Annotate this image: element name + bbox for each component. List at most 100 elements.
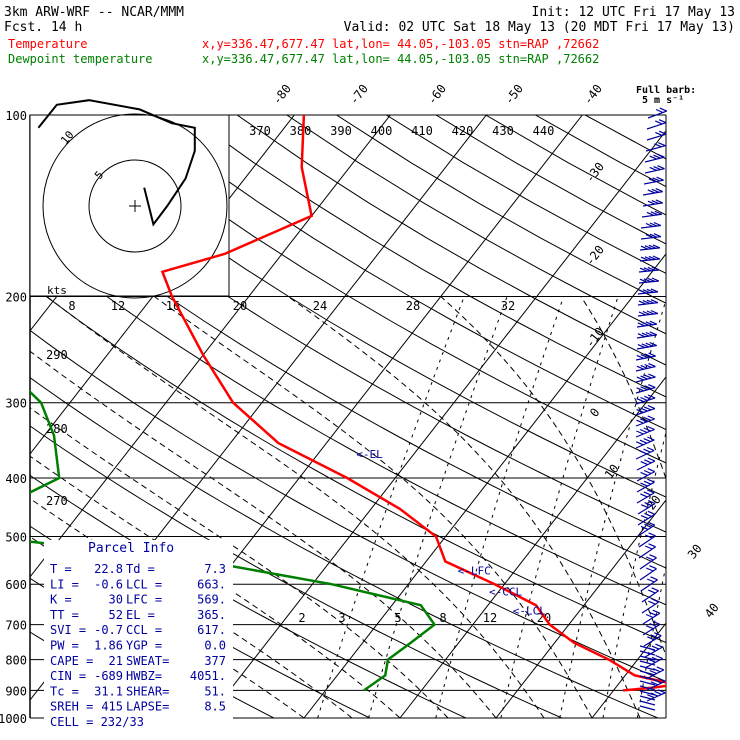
wind-barb-flag [640, 375, 648, 380]
wind-barb-flag [653, 154, 661, 159]
wind-barb-flag [649, 233, 658, 238]
wind-barb-flag [655, 654, 663, 660]
dewpoint-info: x,y=336.47,677.47 lat,lon= 44.05,-103.05… [202, 52, 599, 66]
wind-barb-flag [647, 636, 655, 641]
wind-barb-flag [641, 332, 650, 337]
wind-barb [635, 387, 656, 394]
wind-barb-flag [640, 407, 648, 412]
wind-barb-flag [655, 643, 663, 648]
wind-barb-flag [641, 343, 650, 348]
wind-barb-flag [646, 310, 655, 315]
wind-barb-flag [652, 255, 661, 260]
wind-barb-flag [650, 299, 659, 304]
wind-barb-flag [640, 354, 649, 359]
wind-barb-flag [646, 211, 655, 216]
wind-barb-flag [640, 515, 649, 520]
parcel-info-cell: 8.5 [204, 700, 226, 714]
isotherm-label: -10 [583, 325, 607, 351]
dry-adiabat [286, 115, 666, 335]
wind-barb-flag [648, 244, 657, 249]
wind-barb-flag [645, 331, 654, 337]
wind-barb-flag [648, 532, 656, 537]
wind-barb [636, 471, 655, 482]
wind-barb-flag [653, 632, 662, 637]
dry-adiabat [187, 115, 666, 398]
parcel-info-cell: 377 [204, 654, 226, 668]
wind-barb [635, 439, 655, 449]
wind-barb [638, 269, 659, 273]
wind-barb-flag [649, 554, 657, 559]
wind-barb-flag [651, 656, 660, 661]
dewpoint-legend: Dewpoint temperature [8, 52, 153, 66]
wind-barb-flag [636, 365, 645, 370]
wind-barb-flag [636, 441, 644, 446]
mixing-ratio-label: 5 [394, 611, 401, 625]
wind-barb [635, 408, 656, 416]
wind-barb [635, 428, 655, 438]
wind-barb-flag [647, 694, 655, 699]
wind-barb-flag [644, 523, 652, 528]
dry-adiabat [37, 115, 666, 498]
wind-barb-flag [650, 288, 659, 293]
wind-barb-flag [644, 545, 653, 550]
wind-barb [639, 650, 656, 656]
dry-adiabat [30, 283, 666, 644]
parcel-info-cell: 30 [109, 593, 123, 607]
isotherm-label: 30 [685, 542, 705, 562]
wind-barb [644, 168, 665, 174]
wind-barb [646, 133, 667, 141]
wind-barb-flag [647, 415, 655, 420]
wind-barb-flag [644, 245, 653, 250]
wind-barb [646, 122, 667, 130]
wind-barb [639, 557, 657, 570]
wind-barb-flag [643, 491, 652, 496]
wind-barb [639, 660, 656, 666]
wind-barb [642, 191, 663, 196]
wind-barb-flag [644, 512, 652, 517]
wind-barb-flag [640, 471, 648, 476]
parcel-info-cell: CIN = [50, 669, 86, 683]
wind-barb-flag [654, 120, 663, 125]
wind-barb-flag [640, 256, 649, 261]
wind-barb-flag [645, 321, 654, 326]
parcel-info-cell: LCL = [126, 577, 162, 591]
wind-barb-flag [637, 322, 646, 327]
mixing-ratio-line [690, 297, 740, 719]
wind-barb [644, 646, 663, 658]
wind-barb-flag [650, 576, 658, 581]
wind-barb [640, 579, 658, 592]
wind-barb-flag [648, 543, 656, 548]
wind-barb-flag [647, 405, 656, 410]
wind-barb-flag [640, 493, 648, 498]
wind-barb [635, 418, 655, 427]
wind-barb-flag [655, 131, 663, 136]
theta-label: 370 [249, 124, 271, 138]
wind-barb-flag [643, 406, 652, 411]
theta-label: 400 [371, 124, 393, 138]
wind-barb-flag [640, 245, 649, 250]
wind-barb-flag [640, 504, 649, 509]
wind-barb [639, 700, 656, 706]
parcel-info-cell: HWBZ= [126, 669, 162, 683]
wind-barb-flag [636, 387, 644, 392]
pressure-tick-label: 400 [5, 472, 27, 486]
isotherm-line [399, 376, 666, 718]
wind-barb [637, 513, 656, 526]
wind-barb-flag [647, 394, 656, 399]
wind-barb-flag [647, 200, 656, 205]
wind-barb-flag [640, 396, 648, 402]
pressure-tick-label: 900 [5, 684, 27, 698]
parcel-level-labels: <-EL <-LFC <-CCL <-LCL [356, 448, 546, 617]
wind-barb [639, 705, 656, 711]
parcel-info-cell: 1.86 [94, 639, 123, 653]
wind-barb [636, 492, 655, 504]
dry-adiabat [30, 149, 666, 533]
mixing-ratio-label: 24 [313, 299, 327, 313]
dry-adiabat [30, 425, 563, 718]
wind-barb-flag [647, 266, 656, 271]
model-title: 3km ARW-WRF -- NCAR/MMM [4, 5, 184, 20]
parcel-info-cell: PW = [50, 639, 79, 653]
wind-barb-flag [645, 625, 654, 630]
mixing-ratio-label: 32 [501, 299, 515, 313]
wind-barb [639, 685, 656, 691]
